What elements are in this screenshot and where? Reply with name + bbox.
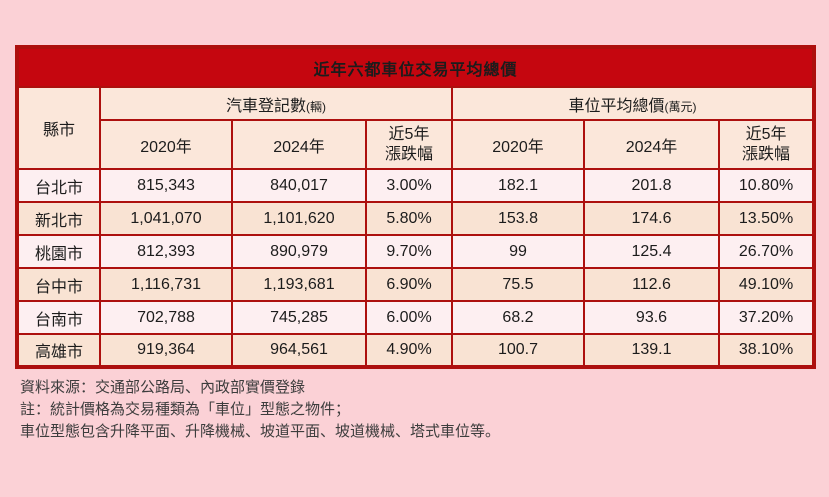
- price-change-value: 49.10%: [717, 267, 816, 302]
- price-2024-value: 112.6: [583, 267, 720, 302]
- price-change-header-line2: 漲跌幅: [742, 145, 791, 163]
- group-header-row: 縣市 汽車登記數(輛) 車位平均總價(萬元): [16, 86, 816, 170]
- reg-2020-value: 815,343: [99, 168, 233, 203]
- column-group-avg-parking-price: 車位平均總價(萬元): [450, 86, 816, 121]
- source-note: 資料來源：交通部公路局、內政部實價登錄: [20, 379, 306, 396]
- price-2020-value: 182.1: [451, 168, 585, 203]
- reg-2020-value: 919,364: [99, 333, 233, 368]
- price-2020-value: 99: [451, 234, 585, 269]
- sub-header-row: 2020年 2024年 近5年 漲跌幅 2020年 2024年 近5年 漲跌幅: [17, 119, 816, 170]
- price-2020-value: 68.2: [451, 300, 585, 335]
- table-row-taichung: 台中市 1,116,731 1,193,681 6.90% 75.5 112.6…: [16, 267, 816, 302]
- column-header-reg-change: 近5年 漲跌幅: [365, 119, 453, 170]
- note-line-2: 車位型態包含升降平面、升降機械、坡道平面、坡道機械、塔式車位等。: [20, 423, 501, 440]
- reg-change-value: 4.90%: [365, 333, 453, 368]
- note-line-1: 註：統計價格為交易種類為「車位」型態之物件；: [20, 401, 351, 418]
- table-title: 近年六都車位交易平均總價: [15, 46, 816, 88]
- city-cell: 台中市: [16, 267, 101, 302]
- reg-change-value: 6.90%: [365, 267, 453, 302]
- city-cell: 高雄市: [16, 333, 101, 368]
- city-cell: 台南市: [16, 300, 101, 335]
- price-change-header-line1: 近5年: [745, 125, 787, 143]
- group1-label: 汽車登記數: [225, 97, 306, 115]
- price-2024-value: 201.8: [583, 168, 720, 203]
- table-row-taipei: 台北市 815,343 840,017 3.00% 182.1 201.8 10…: [16, 168, 816, 203]
- price-2020-value: 153.8: [451, 201, 585, 236]
- city-cell: 桃園市: [16, 234, 101, 269]
- footnotes: 資料來源：交通部公路局、內政部實價登錄 註：統計價格為交易種類為「車位」型態之物…: [20, 377, 500, 443]
- table-container: 近年六都車位交易平均總價 縣市 汽車登記數(輛) 車位平均總價(萬元) 2020…: [15, 45, 817, 369]
- price-change-value: 26.70%: [717, 234, 816, 269]
- column-header-price-change: 近5年 漲跌幅: [717, 119, 816, 170]
- column-header-price-2024: 2024年: [583, 119, 720, 170]
- reg-change-header-line2: 漲跌幅: [384, 145, 433, 163]
- reg-2024-value: 745,285: [231, 300, 367, 335]
- price-2024-value: 125.4: [583, 234, 720, 269]
- price-change-header-lines: 近5年 漲跌幅: [721, 125, 812, 165]
- table-row-new-taipei: 新北市 1,041,070 1,101,620 5.80% 153.8 174.…: [16, 201, 816, 236]
- group1-unit: (輛): [306, 99, 326, 114]
- reg-change-header-line1: 近5年: [388, 125, 430, 143]
- parking-price-table: 近年六都車位交易平均總價 縣市 汽車登記數(輛) 車位平均總價(萬元) 2020…: [15, 45, 817, 369]
- price-change-value: 13.50%: [717, 201, 816, 236]
- table-row-taoyuan: 桃園市 812,393 890,979 9.70% 99 125.4 26.70…: [16, 234, 816, 269]
- price-2024-value: 93.6: [583, 300, 720, 335]
- price-2020-value: 100.7: [451, 333, 585, 368]
- reg-2024-value: 890,979: [231, 234, 367, 269]
- city-cell: 新北市: [16, 201, 101, 236]
- reg-2024-value: 1,101,620: [231, 201, 367, 236]
- price-change-value: 10.80%: [717, 168, 816, 203]
- price-2024-value: 139.1: [583, 333, 720, 368]
- column-header-price-2020: 2020年: [451, 119, 585, 170]
- column-header-reg-2020: 2020年: [99, 119, 233, 170]
- reg-2024-value: 840,017: [231, 168, 367, 203]
- table-row-kaohsiung: 高雄市 919,364 964,561 4.90% 100.7 139.1 38…: [16, 333, 816, 368]
- group2-unit: (萬元): [664, 99, 697, 114]
- reg-change-value: 9.70%: [365, 234, 453, 269]
- price-2020-value: 75.5: [451, 267, 585, 302]
- column-group-car-registrations: 汽車登記數(輛): [99, 86, 453, 121]
- city-cell: 台北市: [16, 168, 101, 203]
- table-row-tainan: 台南市 702,788 745,285 6.00% 68.2 93.6 37.2…: [16, 300, 816, 335]
- group2-label: 車位平均總價: [568, 97, 665, 115]
- reg-change-value: 3.00%: [365, 168, 453, 203]
- reg-2024-value: 964,561: [231, 333, 367, 368]
- price-change-value: 37.20%: [717, 300, 816, 335]
- reg-2020-value: 702,788: [99, 300, 233, 335]
- reg-2020-value: 812,393: [99, 234, 233, 269]
- reg-2020-value: 1,116,731: [99, 267, 233, 302]
- reg-change-header-lines: 近5年 漲跌幅: [368, 125, 450, 165]
- reg-2024-value: 1,193,681: [231, 267, 367, 302]
- column-header-reg-2024: 2024年: [231, 119, 367, 170]
- reg-2020-value: 1,041,070: [99, 201, 233, 236]
- column-header-city: 縣市: [16, 86, 101, 170]
- price-2024-value: 174.6: [583, 201, 720, 236]
- reg-change-value: 6.00%: [365, 300, 453, 335]
- reg-change-value: 5.80%: [365, 201, 453, 236]
- price-change-value: 38.10%: [717, 333, 816, 368]
- title-row: 近年六都車位交易平均總價: [15, 46, 816, 88]
